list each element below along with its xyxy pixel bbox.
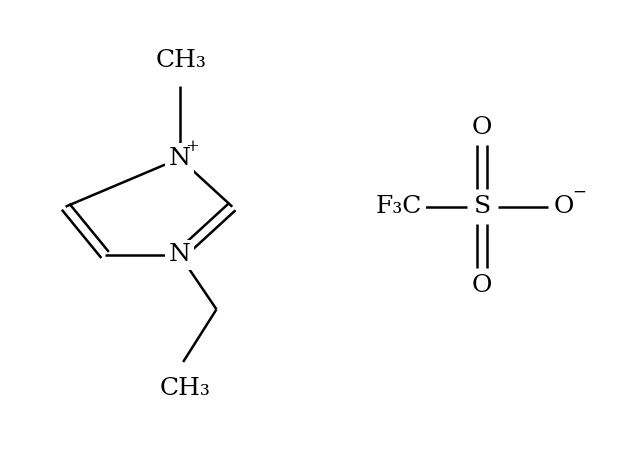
Text: +: + [185, 137, 199, 155]
Text: O: O [472, 116, 493, 139]
Text: N: N [169, 243, 191, 267]
Text: CH₃: CH₃ [156, 48, 207, 72]
Text: S: S [474, 195, 491, 218]
Text: O: O [554, 195, 574, 218]
Text: N: N [169, 147, 191, 170]
Text: −: − [572, 183, 586, 200]
Text: O: O [472, 274, 493, 297]
Text: F₃C: F₃C [376, 195, 422, 218]
Text: CH₃: CH₃ [159, 377, 211, 400]
